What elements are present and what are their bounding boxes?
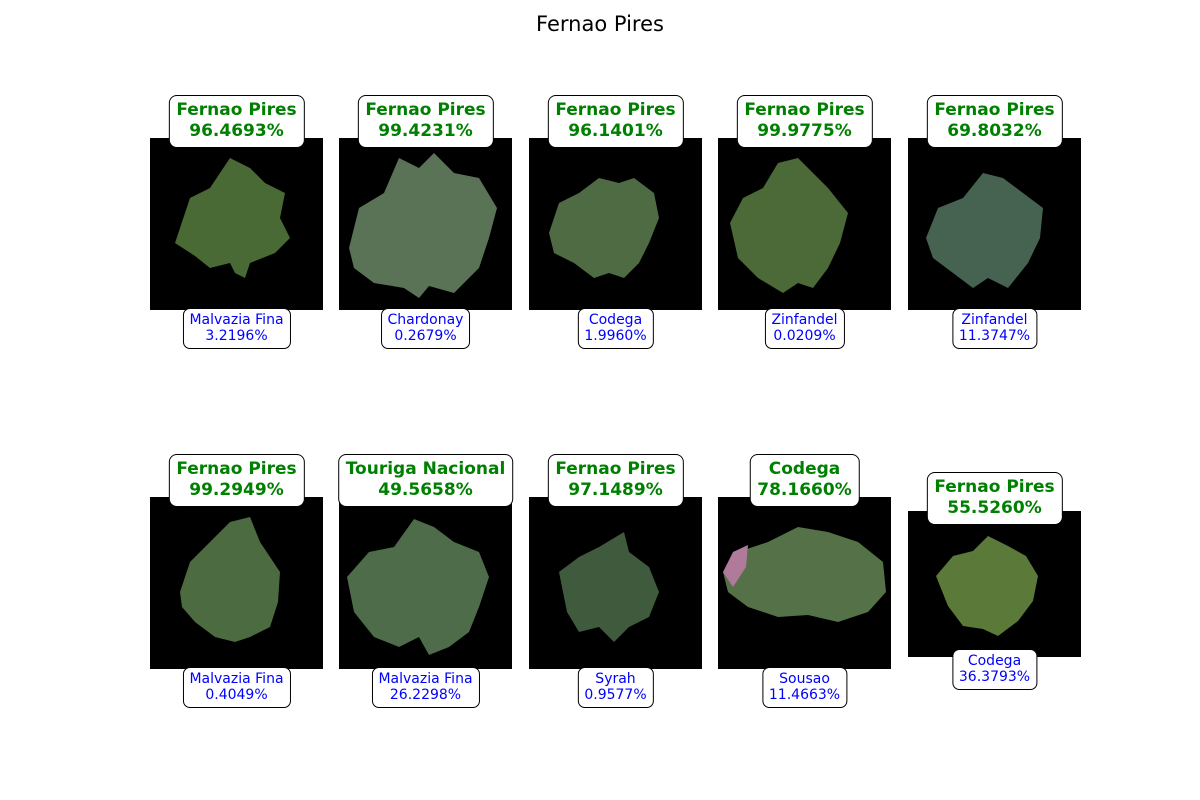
alternative-class: Malvazia Fina — [189, 312, 284, 328]
alternative-confidence: 0.2679% — [394, 328, 457, 344]
alternative-confidence: 3.2196% — [205, 328, 268, 344]
leaf-image — [339, 138, 512, 310]
alternative-label-box: Syrah 0.9577% — [577, 667, 654, 708]
predicted-confidence: 55.5260% — [947, 498, 1042, 518]
alternative-label-box: Sousao 11.4663% — [761, 667, 848, 708]
predicted-class: Fernao Pires — [934, 477, 1055, 497]
alternative-class: Sousao — [779, 671, 830, 687]
predicted-class: Fernao Pires — [555, 100, 676, 120]
leaf-shape — [936, 536, 1038, 636]
alternative-label-box: Malvazia Fina 3.2196% — [182, 308, 291, 349]
prediction-label-box: Fernao Pires 96.4693% — [168, 95, 305, 148]
leaf-panel-7: Touriga Nacional 49.5658% Malvazia Fina … — [337, 454, 514, 712]
leaf-discoloration — [723, 545, 748, 587]
alternative-confidence: 11.4663% — [768, 687, 841, 703]
leaf-image — [529, 138, 702, 310]
alternative-label-box: Zinfandel 0.0209% — [764, 308, 845, 349]
alternative-class: Codega — [967, 653, 1022, 669]
leaf-shape — [723, 527, 886, 622]
alternative-confidence: 36.3793% — [958, 669, 1031, 685]
alternative-confidence: 11.3747% — [958, 328, 1031, 344]
alternative-class: Malvazia Fina — [189, 671, 284, 687]
alternative-class: Zinfandel — [771, 312, 838, 328]
leaf-panel-8: Fernao Pires 97.1489% Syrah 0.9577% — [529, 454, 702, 712]
predicted-class: Touriga Nacional — [345, 459, 506, 479]
alternative-confidence: 0.4049% — [205, 687, 268, 703]
prediction-label-box: Fernao Pires 99.9775% — [736, 95, 873, 148]
leaf-panel-3: Fernao Pires 96.1401% Codega 1.9960% — [529, 95, 702, 353]
predicted-confidence: 69.8032% — [947, 121, 1042, 141]
leaf-panel-9: Codega 78.1660% Sousao 11.4663% — [718, 454, 891, 712]
leaf-shape — [180, 517, 280, 642]
prediction-label-box: Fernao Pires 55.5260% — [926, 472, 1063, 525]
leaf-shape — [926, 173, 1043, 288]
leaf-image — [529, 497, 702, 669]
prediction-label-box: Fernao Pires 97.1489% — [547, 454, 684, 507]
leaf-shape — [549, 178, 659, 278]
predicted-confidence: 99.9775% — [757, 121, 852, 141]
alternative-class: Syrah — [595, 671, 636, 687]
alternative-label-box: Zinfandel 11.3747% — [951, 308, 1038, 349]
alternative-class: Codega — [588, 312, 643, 328]
leaf-shape — [175, 158, 290, 278]
alternative-confidence: 0.9577% — [584, 687, 647, 703]
predicted-confidence: 96.1401% — [568, 121, 663, 141]
leaf-shape — [559, 532, 659, 642]
leaf-image — [718, 497, 891, 669]
predicted-confidence: 78.1660% — [757, 480, 852, 500]
leaf-panel-4: Fernao Pires 99.9775% Zinfandel 0.0209% — [718, 95, 891, 353]
leaf-image — [718, 138, 891, 310]
predicted-confidence: 99.4231% — [378, 121, 473, 141]
leaf-panel-10: Fernao Pires 55.5260% Codega 36.3793% — [908, 472, 1081, 694]
prediction-label-box: Fernao Pires 69.8032% — [926, 95, 1063, 148]
alternative-confidence: 1.9960% — [584, 328, 647, 344]
alternative-label-box: Malvazia Fina 0.4049% — [182, 667, 291, 708]
predicted-confidence: 97.1489% — [568, 480, 663, 500]
leaf-shape — [347, 519, 489, 655]
alternative-class: Malvazia Fina — [378, 671, 473, 687]
predicted-confidence: 99.2949% — [189, 480, 284, 500]
predicted-confidence: 96.4693% — [189, 121, 284, 141]
alternative-label-box: Codega 36.3793% — [951, 649, 1038, 690]
prediction-label-box: Codega 78.1660% — [749, 454, 860, 507]
predicted-class: Fernao Pires — [744, 100, 865, 120]
leaf-panel-5: Fernao Pires 69.8032% Zinfandel 11.3747% — [908, 95, 1081, 353]
alternative-label-box: Chardonay 0.2679% — [380, 308, 471, 349]
predicted-confidence: 49.5658% — [378, 480, 473, 500]
predicted-class: Fernao Pires — [176, 459, 297, 479]
leaf-panel-2: Fernao Pires 99.4231% Chardonay 0.2679% — [339, 95, 512, 353]
figure-title: Fernao Pires — [536, 12, 664, 36]
leaf-image — [908, 511, 1081, 657]
alternative-label-box: Codega 1.9960% — [577, 308, 654, 349]
leaf-panel-1: Fernao Pires 96.4693% Malvazia Fina 3.21… — [150, 95, 323, 353]
predicted-class: Fernao Pires — [365, 100, 486, 120]
alternative-class: Chardonay — [387, 312, 464, 328]
predicted-class: Fernao Pires — [934, 100, 1055, 120]
leaf-image — [150, 497, 323, 669]
prediction-label-box: Fernao Pires 96.1401% — [547, 95, 684, 148]
leaf-image — [150, 138, 323, 310]
leaf-image — [908, 138, 1081, 310]
leaf-shape — [349, 153, 497, 298]
alternative-class: Zinfandel — [961, 312, 1028, 328]
prediction-label-box: Fernao Pires 99.4231% — [357, 95, 494, 148]
leaf-shape — [730, 158, 848, 293]
alternative-confidence: 26.2298% — [389, 687, 462, 703]
leaf-panel-6: Fernao Pires 99.2949% Malvazia Fina 0.40… — [150, 454, 323, 712]
leaf-image — [339, 497, 512, 669]
prediction-label-box: Touriga Nacional 49.5658% — [337, 454, 514, 507]
alternative-confidence: 0.0209% — [773, 328, 836, 344]
predicted-class: Fernao Pires — [555, 459, 676, 479]
predicted-class: Fernao Pires — [176, 100, 297, 120]
alternative-label-box: Malvazia Fina 26.2298% — [371, 667, 480, 708]
prediction-label-box: Fernao Pires 99.2949% — [168, 454, 305, 507]
predicted-class: Codega — [768, 459, 841, 479]
